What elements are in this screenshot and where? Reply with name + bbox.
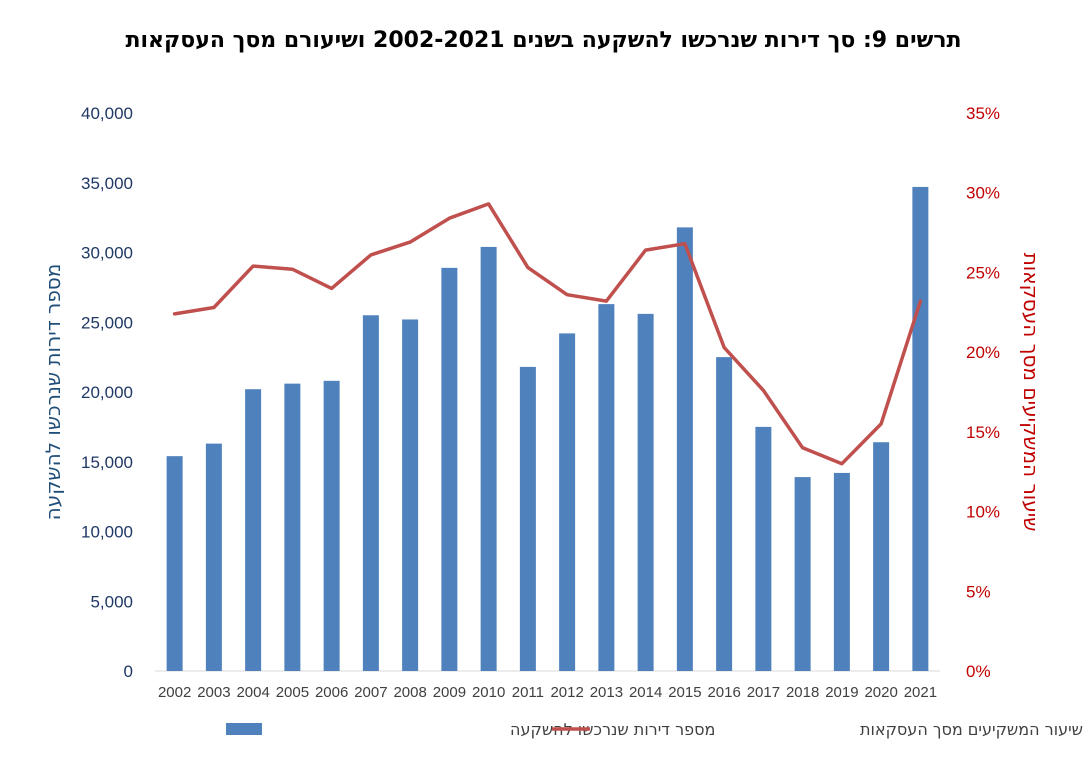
y-axis-title-right: שיעור המשקיעים מסך העסקאות <box>1019 253 1043 532</box>
x-tick-2003: 2003 <box>197 684 230 701</box>
legend-label-bars: מספר דירות שנרכשו להשקעה <box>510 720 715 739</box>
y-axis-title-left: מספר דירות שנרכשו להשקעה <box>41 264 65 521</box>
x-tick-2014: 2014 <box>629 684 662 701</box>
y-tick-right-2: 10% <box>966 503 1000 522</box>
x-tick-2015: 2015 <box>668 684 701 701</box>
bar-2014 <box>637 313 654 671</box>
x-tick-2008: 2008 <box>393 684 426 701</box>
x-tick-2004: 2004 <box>236 684 269 701</box>
y-tick-right-6: 30% <box>966 184 1000 203</box>
bar-2018 <box>794 477 811 671</box>
x-tick-2002: 2002 <box>158 684 191 701</box>
y-tick-right-0: 0% <box>966 662 991 681</box>
bar-2006 <box>323 380 340 671</box>
legend-swatch-bars <box>226 723 262 735</box>
bar-2004 <box>245 389 262 671</box>
x-tick-2020: 2020 <box>864 684 897 701</box>
bar-2010 <box>480 246 497 672</box>
x-tick-2009: 2009 <box>433 684 466 701</box>
bar-2011 <box>519 366 536 671</box>
y-tick-left-4: 20,000 <box>81 383 133 402</box>
y-tick-left-0: 0 <box>124 662 133 681</box>
rate-line <box>172 202 923 466</box>
bar-2003 <box>205 443 222 671</box>
y-tick-left-8: 40,000 <box>81 104 133 123</box>
y-tick-left-1: 5,000 <box>90 592 133 611</box>
bar-2020 <box>873 442 890 671</box>
y-tick-right-4: 20% <box>966 343 1000 362</box>
bar-2016 <box>716 357 733 671</box>
y-tick-left-5: 25,000 <box>81 313 133 332</box>
x-tick-2013: 2013 <box>590 684 623 701</box>
y-tick-right-5: 25% <box>966 263 1000 282</box>
legend: מספר דירות שנרכשו להשקעה שיעור המשקיעים … <box>226 720 1083 739</box>
y-tick-left-6: 30,000 <box>81 244 133 263</box>
y-tick-left-2: 10,000 <box>81 523 133 542</box>
x-tick-2019: 2019 <box>825 684 858 701</box>
x-tick-2006: 2006 <box>315 684 348 701</box>
y-tick-left-7: 35,000 <box>81 174 133 193</box>
bar-2019 <box>833 472 850 671</box>
x-tick-2011: 2011 <box>512 684 544 701</box>
y-tick-right-1: 5% <box>966 582 991 601</box>
bar-2002 <box>166 456 183 671</box>
bar-2021 <box>912 186 929 671</box>
y-tick-left-3: 15,000 <box>81 453 133 472</box>
x-tick-2018: 2018 <box>786 684 819 701</box>
y-tick-right-3: 15% <box>966 423 1000 442</box>
x-tick-2010: 2010 <box>472 684 505 701</box>
bar-2017 <box>755 426 772 671</box>
bar-2005 <box>284 383 301 671</box>
bar-2008 <box>402 319 419 671</box>
bar-2009 <box>441 267 458 671</box>
x-tick-2012: 2012 <box>550 684 583 701</box>
y-tick-right-7: 35% <box>966 104 1000 123</box>
chart-title: תרשים 9: סך דירות שנרכשו להשקעה בשנים 20… <box>125 28 962 53</box>
x-tick-2017: 2017 <box>747 684 780 701</box>
bar-2012 <box>559 333 576 671</box>
bar-2007 <box>362 315 379 671</box>
x-tick-2005: 2005 <box>276 684 309 701</box>
x-tick-2007: 2007 <box>354 684 387 701</box>
legend-label-line: שיעור המשקיעים מסך העסקאות <box>860 720 1083 739</box>
x-tick-2021: 2021 <box>904 684 937 701</box>
bar-2015 <box>676 227 693 671</box>
bar-2013 <box>598 304 615 671</box>
x-tick-2016: 2016 <box>707 684 740 701</box>
